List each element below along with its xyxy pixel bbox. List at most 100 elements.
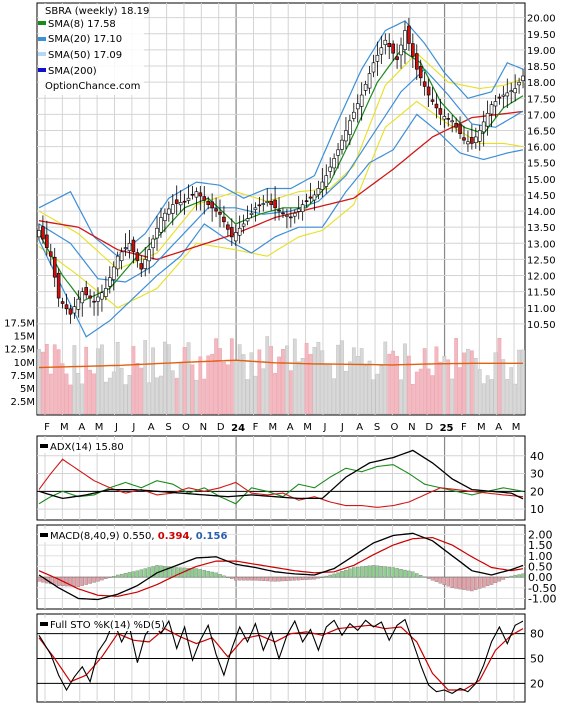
candle-down [434, 103, 439, 109]
sma8-line [38, 49, 524, 303]
macd-histogram-bar [76, 576, 81, 587]
candle-down [182, 200, 187, 203]
volume-bar [292, 338, 297, 415]
macd-histogram-bar [497, 576, 502, 582]
volume-bar [44, 344, 49, 415]
candle-up [115, 255, 120, 270]
month-label: A [148, 422, 155, 433]
macd-tick-label: -0.50 [528, 582, 556, 595]
month-label: J [131, 422, 135, 433]
candle-up [336, 149, 340, 156]
price-tick-label: 18.50 [527, 62, 556, 73]
macd-histogram-bar [210, 571, 214, 578]
candle-down [218, 211, 222, 215]
candle-up [332, 158, 336, 169]
macd-histogram-bar [344, 569, 348, 578]
volume-bar [186, 342, 191, 415]
candle-down [418, 66, 423, 79]
macd-histogram-bar [387, 566, 391, 578]
candle-down [438, 108, 443, 115]
candle-up [363, 83, 368, 91]
candle-up [399, 44, 403, 56]
candle-down [210, 201, 214, 209]
macd-histogram-bar [285, 576, 289, 581]
macd-signal-line [38, 536, 524, 597]
volume-bar [344, 371, 348, 415]
volume-tick-label: 12.5M [4, 345, 35, 356]
macd-histogram-bar [324, 575, 328, 578]
macd-histogram-bar [194, 568, 199, 578]
volume-bar [454, 338, 458, 415]
candle-down [289, 216, 293, 219]
macd-histogram-bar [273, 576, 277, 582]
candle-up [292, 212, 297, 217]
volume-bar [159, 375, 163, 415]
candle-down [230, 227, 234, 238]
price-tick-label: 16.00 [527, 143, 556, 154]
month-label: N [200, 422, 207, 433]
volume-bar [336, 344, 340, 415]
candle-down [45, 234, 49, 248]
candle-down [422, 81, 427, 87]
price-tick-label: 15.00 [527, 175, 556, 186]
macd-histogram-bar [403, 569, 407, 578]
month-label: F [44, 422, 50, 433]
adx-lines [38, 449, 524, 508]
macd-histogram-bar [88, 576, 92, 584]
macd-histogram-bar [277, 576, 281, 582]
volume-bar [131, 346, 136, 415]
volume-bar [111, 371, 116, 415]
macd-histogram-bar [383, 566, 388, 578]
macd-histogram-bar [422, 576, 427, 578]
volume-bar [407, 355, 411, 415]
adx-tick-label: 20 [530, 485, 544, 498]
macd-histogram-bar [135, 570, 140, 578]
candle-down [60, 301, 65, 304]
price-y-axis: 20.00 19.50 19.00 18.50 18.00 17.50 17.00 16.50… [527, 14, 556, 331]
volume-bar [119, 367, 124, 415]
candle-up [352, 111, 356, 119]
macd-histogram-bar [171, 566, 175, 578]
candle-up [403, 30, 407, 50]
macd-histogram-bar [296, 576, 301, 581]
macd-histogram-bar [289, 576, 293, 581]
candle-down [458, 124, 462, 135]
volume-bar [288, 370, 293, 415]
volume-bar [41, 351, 45, 415]
keltner-lower-line [38, 100, 524, 309]
candle-down [84, 287, 88, 296]
volume-bar [229, 338, 234, 415]
volume-bar [257, 349, 262, 415]
volume-bar [387, 353, 392, 415]
stochastic-lines [38, 618, 524, 695]
volume-bar [166, 344, 171, 415]
macd-histogram-bar [474, 576, 478, 590]
month-label: M [269, 422, 278, 433]
macd-histogram-bar [167, 566, 171, 578]
macd-lines [38, 532, 524, 601]
candle-up [159, 217, 163, 233]
macd-histogram-bar [316, 576, 321, 579]
month-label: A [287, 422, 294, 433]
candle-down [395, 56, 399, 60]
candle-down [391, 43, 395, 54]
volume-bar [513, 383, 518, 415]
adx-tick-label: 10 [530, 503, 544, 516]
macd-histogram-bar [521, 573, 525, 578]
macd-histogram-bar [391, 567, 395, 578]
month-label: O [182, 422, 190, 433]
candle-down [92, 300, 96, 303]
candle-up [521, 75, 525, 81]
candle-up [147, 249, 151, 262]
candle-up [509, 90, 514, 93]
macd-histogram-bar [72, 576, 77, 587]
volume-bar [88, 369, 92, 415]
macd-histogram-bar [186, 567, 191, 578]
month-label: M [512, 422, 521, 433]
macd-histogram-bar [395, 568, 399, 578]
price-tick-label: 11.00 [527, 304, 556, 315]
month-label: S [165, 422, 171, 433]
volume-bar [458, 367, 462, 415]
volume-bar [190, 364, 195, 415]
macd-histogram-bar [509, 575, 513, 578]
